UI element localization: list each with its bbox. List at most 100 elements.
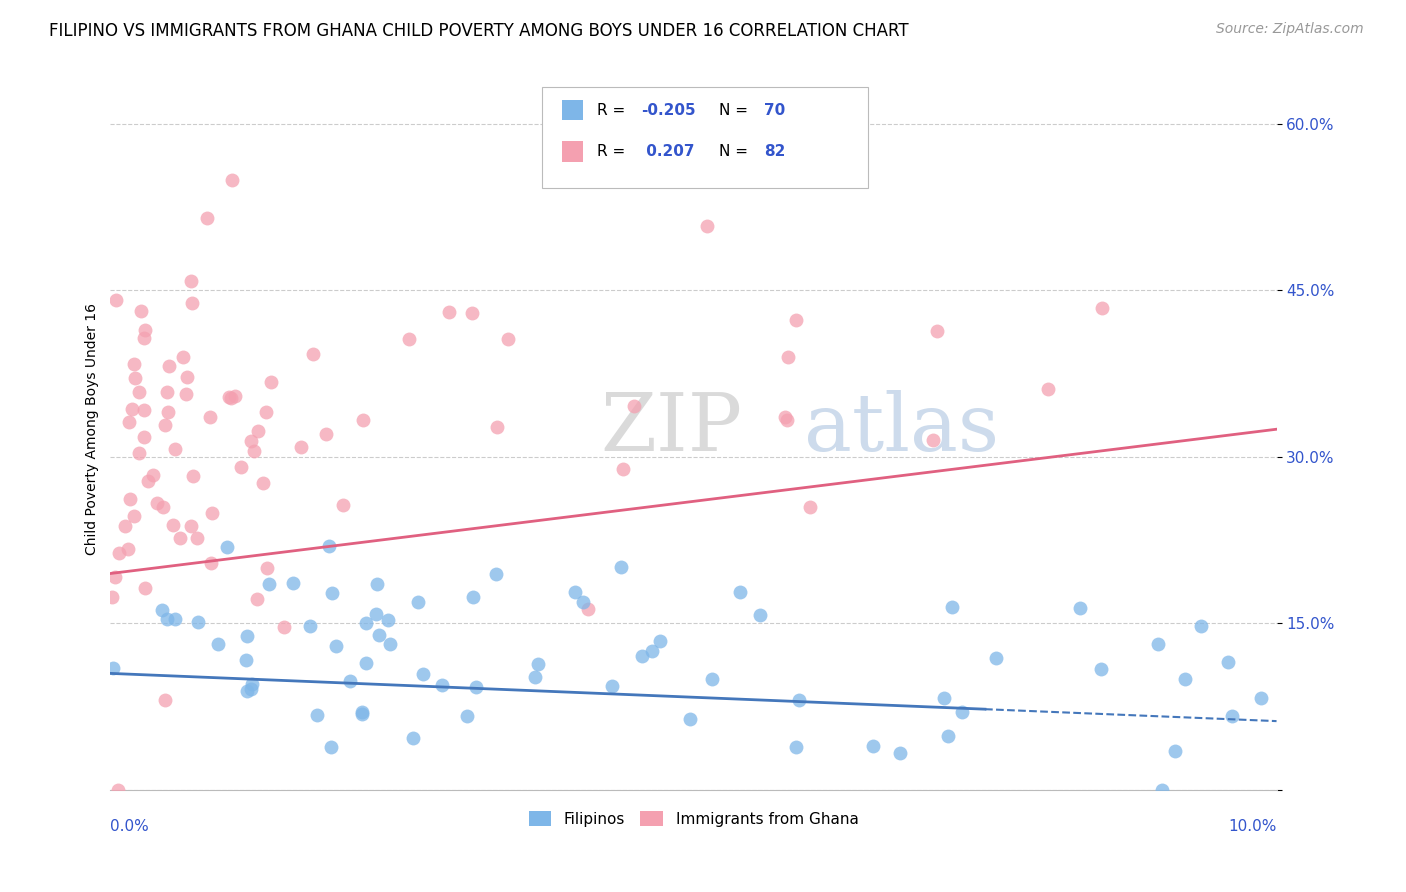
- Text: R =: R =: [598, 144, 630, 159]
- Point: [315, 427, 337, 442]
- Point: [1069, 601, 1091, 615]
- Y-axis label: Child Poverty Among Boys Under 16: Child Poverty Among Boys Under 16: [86, 303, 100, 555]
- Point: [367, 627, 389, 641]
- Point: [239, 682, 262, 697]
- Point: [198, 409, 221, 424]
- Point: [104, 293, 127, 307]
- Point: [195, 211, 218, 226]
- Point: [243, 443, 266, 458]
- Point: [121, 402, 143, 417]
- Point: [254, 405, 277, 419]
- Point: [247, 424, 270, 438]
- Point: [564, 585, 586, 599]
- Point: [169, 531, 191, 545]
- Point: [406, 595, 429, 609]
- Point: [219, 391, 242, 405]
- Point: [302, 347, 325, 361]
- Text: FILIPINO VS IMMIGRANTS FROM GHANA CHILD POVERTY AMONG BOYS UNDER 16 CORRELATION : FILIPINO VS IMMIGRANTS FROM GHANA CHILD …: [49, 22, 908, 40]
- Point: [107, 783, 129, 797]
- Point: [612, 462, 634, 476]
- Text: 0.0%: 0.0%: [111, 819, 149, 834]
- Point: [156, 612, 179, 626]
- Point: [623, 399, 645, 413]
- Text: ZIP: ZIP: [600, 390, 742, 468]
- Point: [523, 669, 546, 683]
- Text: N =: N =: [720, 144, 754, 159]
- Text: atlas: atlas: [804, 390, 1000, 468]
- Point: [984, 651, 1007, 665]
- Point: [1150, 783, 1173, 797]
- Point: [862, 739, 884, 753]
- Text: 10.0%: 10.0%: [1229, 819, 1277, 834]
- Point: [354, 615, 377, 630]
- Text: N =: N =: [720, 103, 754, 118]
- Point: [146, 496, 169, 510]
- Point: [152, 500, 174, 514]
- Point: [124, 371, 146, 385]
- Point: [571, 595, 593, 609]
- Point: [352, 706, 374, 721]
- Text: 0.207: 0.207: [641, 144, 695, 159]
- Point: [432, 678, 454, 692]
- Point: [200, 557, 222, 571]
- Point: [218, 390, 240, 404]
- Point: [398, 332, 420, 346]
- Point: [256, 561, 278, 575]
- Point: [257, 577, 280, 591]
- Point: [437, 304, 460, 318]
- Point: [180, 518, 202, 533]
- Point: [799, 500, 821, 514]
- Point: [150, 603, 173, 617]
- Point: [576, 601, 599, 615]
- Point: [325, 639, 347, 653]
- Point: [305, 707, 328, 722]
- Point: [364, 607, 387, 621]
- Point: [941, 600, 963, 615]
- Point: [485, 566, 508, 581]
- Point: [118, 415, 141, 429]
- Point: [950, 705, 973, 719]
- Point: [339, 673, 361, 688]
- Point: [728, 585, 751, 599]
- Point: [101, 590, 124, 604]
- Point: [134, 582, 156, 596]
- Point: [290, 440, 312, 454]
- Point: [176, 370, 198, 384]
- Point: [180, 274, 202, 288]
- Point: [165, 442, 187, 456]
- Point: [136, 474, 159, 488]
- Point: [239, 434, 262, 449]
- Point: [461, 306, 484, 320]
- Point: [936, 729, 959, 743]
- Point: [163, 612, 186, 626]
- Point: [486, 420, 509, 434]
- Point: [114, 519, 136, 533]
- Point: [1216, 655, 1239, 669]
- Text: R =: R =: [598, 103, 630, 118]
- Point: [696, 219, 718, 233]
- Point: [464, 680, 486, 694]
- Point: [132, 331, 155, 345]
- Point: [181, 296, 204, 310]
- Point: [749, 608, 772, 623]
- FancyBboxPatch shape: [562, 142, 583, 161]
- Point: [889, 746, 911, 760]
- Point: [1174, 673, 1197, 687]
- Point: [787, 693, 810, 707]
- Point: [235, 653, 257, 667]
- Point: [128, 446, 150, 460]
- Point: [679, 712, 702, 726]
- Point: [1220, 708, 1243, 723]
- Point: [252, 475, 274, 490]
- Point: [129, 304, 152, 318]
- Point: [153, 693, 176, 707]
- Point: [319, 739, 342, 754]
- Point: [134, 430, 156, 444]
- Point: [142, 468, 165, 483]
- Point: [1146, 637, 1168, 651]
- Point: [318, 539, 340, 553]
- Point: [122, 509, 145, 524]
- FancyBboxPatch shape: [562, 100, 583, 120]
- Point: [281, 576, 304, 591]
- Point: [641, 644, 664, 658]
